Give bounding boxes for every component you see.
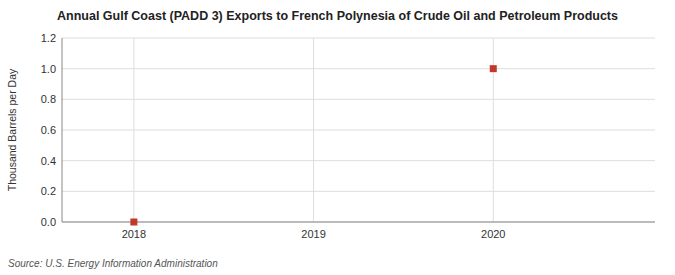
point: [490, 65, 497, 72]
y-tick-label: 0.6: [41, 124, 56, 136]
y-axis-line: [62, 38, 63, 222]
points: [130, 65, 496, 225]
chart: Annual Gulf Coast (PADD 3) Exports to Fr…: [0, 0, 675, 275]
grid-line-y: [62, 38, 655, 39]
y-tick-label: 0.0: [41, 216, 56, 228]
y-tick-label: 0.4: [41, 155, 56, 167]
y-axis-label: Thousand Barrels per Day: [6, 68, 18, 191]
y-tick-label: 0.8: [41, 93, 56, 105]
grid-line-y: [62, 191, 655, 192]
y-tick-label: 1.0: [41, 63, 56, 75]
title: Annual Gulf Coast (PADD 3) Exports to Fr…: [57, 9, 618, 23]
source: Source: U.S. Energy Information Administ…: [8, 258, 218, 269]
x-axis-line: [62, 222, 655, 223]
point: [130, 219, 137, 226]
grid-line-x: [133, 38, 134, 222]
grid-line-y: [62, 99, 655, 100]
x-tick-label: 2019: [301, 228, 325, 240]
grid-line-y: [62, 130, 655, 131]
grid-line-y: [62, 222, 655, 223]
x-tick-label: 2018: [122, 228, 146, 240]
y-tick-label: 1.2: [41, 32, 56, 44]
grid-line-y: [62, 68, 655, 69]
grid-line-y: [62, 160, 655, 161]
grid: [62, 38, 655, 222]
y-tick-label: 0.2: [41, 185, 56, 197]
grid-line-x: [313, 38, 314, 222]
x-tick-label: 2020: [481, 228, 505, 240]
